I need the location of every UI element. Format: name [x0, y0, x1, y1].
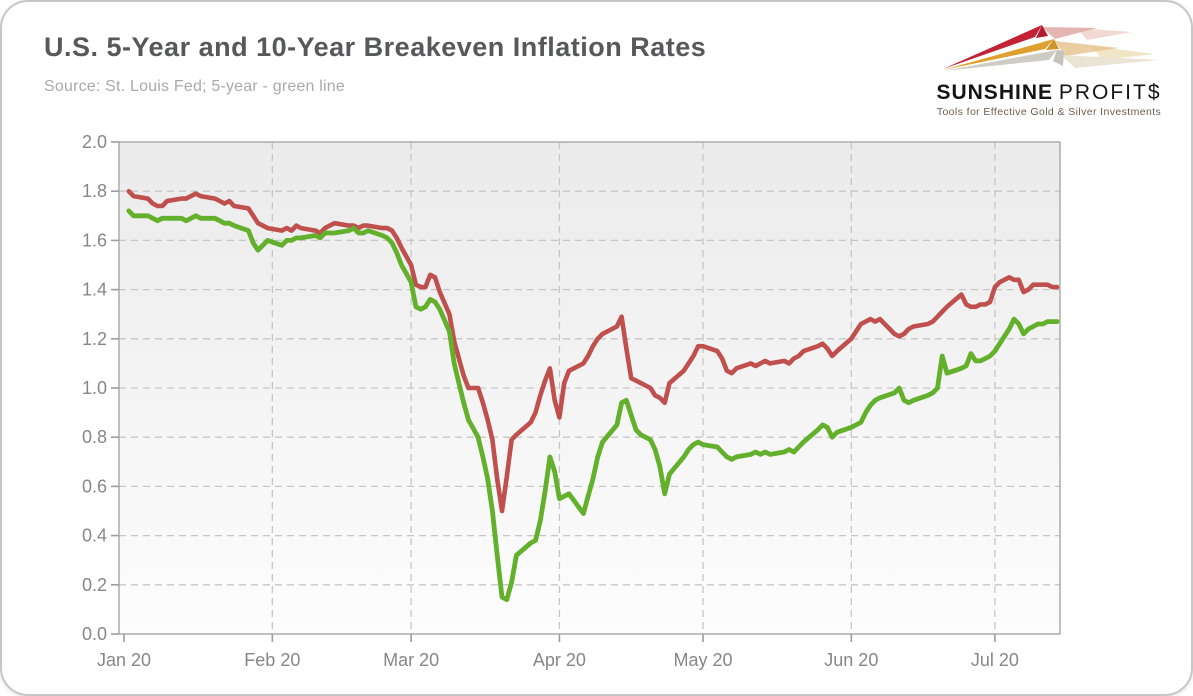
logo-arrow-silver	[942, 50, 1057, 71]
x-tick-label: Jul 20	[971, 650, 1019, 670]
logo-arrow-ghost-silver	[1060, 55, 1159, 68]
logo-word-profits: PROFIT$	[1058, 81, 1162, 104]
y-tick-label: 0.0	[82, 624, 107, 644]
y-tick-label: 1.2	[82, 329, 107, 349]
axis-labels: 0.0 0.2 0.4 0.6 0.8 1.0 1.2 1.4 1.6 1.8 2.0 Jan 20 F…	[82, 132, 1019, 670]
logo-arrow-red-tip	[1035, 25, 1048, 38]
y-tick-label: 2.0	[82, 132, 107, 152]
y-tick-label: 1.8	[82, 181, 107, 201]
y-tick-label: 0.6	[82, 476, 107, 496]
logo-tagline: Tools for Effective Gold & Silver Invest…	[936, 106, 1162, 118]
source-note: Source: St. Louis Fed; 5-year - green li…	[44, 78, 345, 95]
page-title: U.S. 5-Year and 10-Year Breakeven Inflat…	[44, 32, 707, 62]
x-tick-label: May 20	[673, 650, 732, 670]
x-tick-label: Jun 20	[824, 650, 878, 670]
x-tick-label: Feb 20	[244, 650, 300, 670]
logo-arrow-ghost-red	[1076, 28, 1132, 40]
logo-arrow-silver-bend	[1052, 50, 1064, 66]
logo-arrow-ghost-red2	[1041, 27, 1097, 39]
y-tick-label: 1.6	[82, 230, 107, 250]
x-tick-label: Jan 20	[97, 650, 151, 670]
series-lines	[126, 188, 1060, 602]
y-tick-label: 0.2	[82, 575, 107, 595]
logo-wordmark: SUNSHINE PROFIT$	[921, 82, 1177, 104]
y-tick-label: 0.4	[82, 526, 107, 546]
logo-word-sunshine: SUNSHINE	[936, 81, 1053, 104]
logo-arrow-gold-tip	[1045, 39, 1059, 50]
logo-arrow-ghost-gold2	[1054, 41, 1119, 56]
y-tick-label: 0.8	[82, 427, 107, 447]
x-tick-label: Mar 20	[383, 650, 439, 670]
line-5-year	[126, 208, 1060, 602]
gridlines	[119, 142, 1060, 634]
logo-arrows-icon	[942, 25, 1159, 71]
x-tick-label: Apr 20	[533, 650, 586, 670]
y-tick-label: 1.4	[82, 280, 107, 300]
axis-ticks	[111, 141, 996, 642]
y-tick-label: 1.0	[82, 378, 107, 398]
sunshine-profits-logo: SUNSHINE PROFIT$ Tools for Effective Gol…	[921, 12, 1177, 118]
line-10-year	[126, 188, 1060, 514]
logo-arrow-gold	[942, 39, 1054, 70]
logo-arrow-red	[942, 25, 1042, 69]
